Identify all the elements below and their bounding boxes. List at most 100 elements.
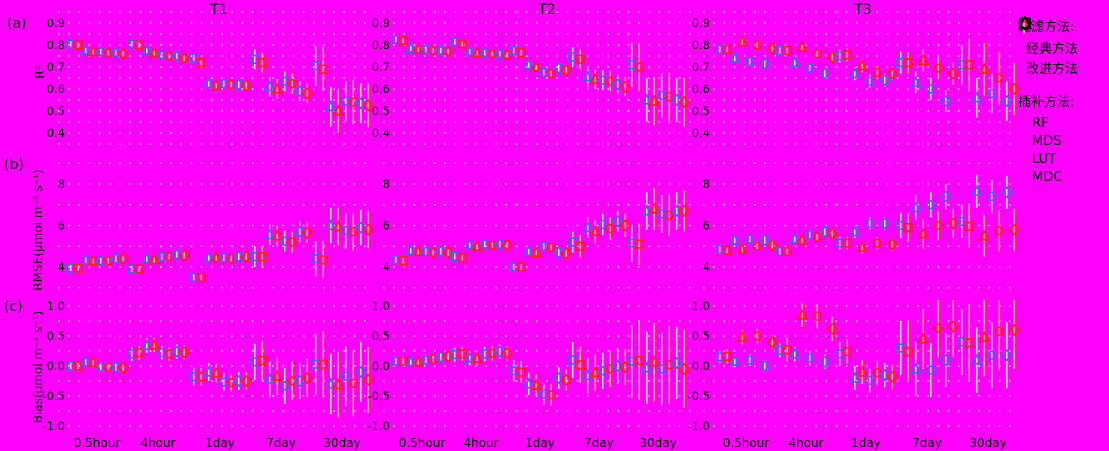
data-point-marker (744, 355, 755, 365)
data-point-marker (463, 351, 476, 363)
data-point-marker (619, 80, 632, 94)
data-point-marker (293, 225, 306, 238)
legend-item-label: MDS (1032, 133, 1062, 149)
y-tick-label: 8 (58, 177, 65, 191)
data-point-marker (516, 367, 526, 377)
data-point-marker (878, 368, 891, 382)
data-point-marker (348, 378, 359, 389)
y-tick-label: 6 (703, 219, 710, 233)
data-point-marker (722, 245, 732, 256)
data-point-marker (678, 204, 691, 218)
data-point-marker (1000, 348, 1013, 362)
y-tick-label: 0.5 (372, 104, 390, 118)
data-point-marker (412, 244, 425, 257)
data-point-marker (263, 80, 276, 92)
data-point-marker (842, 238, 852, 248)
data-point-marker (656, 364, 667, 374)
data-point-marker (670, 93, 683, 107)
data-point-marker (788, 347, 801, 359)
data-point-marker (79, 43, 92, 56)
data-point-marker (457, 253, 467, 263)
data-point-marker (796, 308, 809, 320)
data-point-marker (412, 42, 425, 55)
data-point-marker (471, 46, 484, 58)
data-point-marker (728, 233, 741, 245)
data-point-marker (978, 330, 991, 342)
data-point-marker (782, 246, 792, 257)
data-point-marker (575, 241, 585, 251)
data-point-marker (164, 51, 175, 61)
data-point-marker (287, 237, 298, 247)
data-point-marker (148, 338, 161, 350)
data-point-marker (722, 44, 732, 55)
data-point-marker (812, 232, 822, 242)
y-tick-label: 0.6 (47, 82, 65, 96)
data-point-marker (552, 371, 565, 385)
data-point-marker (933, 220, 943, 231)
data-point-marker (178, 345, 191, 359)
y-tick-label: 0.4 (692, 126, 710, 140)
y-tick-label: 0.0 (47, 359, 65, 373)
y-tick-label: 0.6 (372, 82, 390, 96)
data-point-marker (605, 223, 615, 234)
data-point-marker (970, 353, 983, 365)
data-point-marker (994, 225, 1004, 236)
data-point-marker (318, 255, 328, 265)
data-point-marker (332, 219, 345, 232)
data-point-marker (170, 248, 183, 261)
data-point-marker (648, 202, 661, 214)
data-point-marker (318, 64, 328, 74)
y-tick-label: 0.5 (692, 104, 710, 118)
y-tick-label: 1.0 (692, 299, 710, 313)
data-point-marker (611, 78, 624, 91)
data-point-marker (210, 251, 223, 263)
data-point-marker (546, 390, 556, 400)
data-point-marker (640, 361, 653, 373)
row-label-a: (a) (7, 16, 27, 32)
y-tick-label: -0.5 (368, 389, 390, 403)
x-tick-label: 0.5hour (399, 436, 446, 450)
data-point-marker (986, 350, 997, 360)
data-point-marker (728, 354, 741, 366)
data-point-marker (818, 67, 831, 80)
legend-item-lut: LUT (1019, 17, 1109, 168)
y-tick-label: 4 (383, 260, 390, 274)
data-point-marker (766, 239, 779, 252)
y-tick-label: 0.8 (47, 38, 65, 52)
data-point-marker (1008, 82, 1021, 96)
data-point-marker (640, 204, 653, 216)
data-point-marker (117, 361, 130, 375)
panel-c-T2: 1.0 0.5 0.0 -0.5 -1.0 0.5hour 4hour 1day 7day 30d… (368, 299, 694, 450)
data-point-marker (925, 84, 936, 94)
data-point-marker (398, 256, 408, 266)
data-point-marker (73, 40, 83, 50)
data-point-marker (978, 62, 991, 74)
data-point-marker (140, 252, 153, 264)
data-point-marker (886, 237, 899, 251)
data-point-marker (634, 239, 644, 249)
y-tick-label: 0.5 (692, 329, 710, 343)
data-point-marker (318, 359, 328, 369)
panel-c-T1: 1.0 0.5 0.0 -0.5 -1.0 0.5hour 4hour 1day 7day 30d… (43, 299, 375, 450)
data-point-marker (939, 353, 952, 367)
data-point-marker (140, 43, 153, 56)
data-point-marker (117, 47, 130, 61)
data-point-marker (872, 67, 882, 78)
y-tick-label: 0.4 (47, 126, 65, 140)
y-tick-label: 4 (58, 260, 65, 274)
panel-b-T2: 8 6 4 (383, 162, 694, 289)
data-point-marker (933, 323, 943, 333)
data-point-marker (664, 210, 674, 220)
legend-item-label: RF (1032, 115, 1049, 131)
data-point-marker (909, 362, 922, 374)
data-point-marker (522, 58, 535, 70)
legend: 过滤方法: 经典方法 改进方法 插补方法: RF MDS LUT MDC (1018, 16, 1109, 186)
data-point-marker (117, 252, 130, 265)
data-point-marker (736, 330, 749, 342)
data-point-marker (939, 190, 952, 203)
data-point-marker (109, 46, 122, 59)
data-point-marker (758, 233, 771, 247)
legend-item-label: LUT (1032, 151, 1057, 167)
x-tick-label: 4hour (463, 436, 498, 450)
data-point-marker (917, 332, 930, 344)
